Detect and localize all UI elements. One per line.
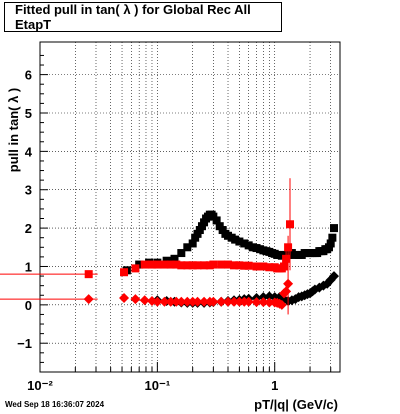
- x-axis-label: pT/|q| (GeV/c): [254, 397, 338, 412]
- data-point-square: [230, 261, 239, 270]
- data-point-diamond: [216, 296, 227, 307]
- data-point-diamond: [328, 271, 339, 282]
- data-point-diamond: [130, 294, 141, 305]
- data-point-diamond: [283, 278, 294, 289]
- data-point-diamond: [176, 296, 187, 307]
- data-point-square: [200, 261, 209, 270]
- data-point-square: [183, 261, 192, 270]
- data-point-square: [166, 260, 175, 269]
- data-point-diamond: [182, 296, 193, 307]
- data-point-square: [284, 243, 293, 252]
- data-point-diamond: [83, 294, 94, 305]
- data-point-square: [183, 243, 192, 252]
- data-point-square: [280, 262, 289, 271]
- x-tick-label: 1: [271, 378, 278, 393]
- data-point-square: [240, 261, 249, 270]
- data-point-diamond: [192, 296, 203, 307]
- data-point-diamond: [281, 286, 292, 297]
- data-point-square: [177, 249, 186, 258]
- data-point-square: [326, 239, 335, 248]
- data-point-diamond: [165, 296, 176, 307]
- x-tick-label: 10⁻¹: [145, 378, 171, 393]
- y-tick-label: 6: [25, 68, 32, 83]
- data-point-diamond: [243, 296, 254, 307]
- data-point-diamond: [258, 297, 269, 308]
- data-point-square: [328, 233, 337, 242]
- data-point-square: [217, 260, 226, 269]
- data-point-square: [259, 262, 268, 271]
- y-tick-label: 4: [25, 144, 33, 159]
- data-point-diamond: [264, 297, 275, 308]
- data-point-square: [170, 254, 179, 263]
- data-point-square: [282, 254, 291, 263]
- plot-frame: [39, 41, 341, 373]
- data-point-square: [209, 260, 218, 269]
- data-point-square: [235, 237, 244, 246]
- data-point-diamond: [139, 295, 150, 306]
- data-point-square: [235, 261, 244, 270]
- data-point-square: [188, 239, 197, 248]
- data-point-square: [153, 260, 162, 269]
- data-point-square: [84, 270, 93, 279]
- data-point-square: [193, 261, 202, 270]
- data-point-square: [120, 268, 129, 277]
- data-point-square: [172, 260, 181, 269]
- axis-ticks: 10⁻² 10⁻¹ 1 −1 0 1 2 3 4 5 6: [17, 54, 332, 393]
- data-point-square: [244, 241, 253, 250]
- data-point-diamond: [223, 296, 234, 307]
- x-tick-label: 10⁻²: [27, 378, 53, 393]
- data-point-square: [244, 261, 253, 270]
- data-point-diamond: [152, 296, 163, 307]
- data-point-square: [147, 260, 156, 269]
- timestamp-footer: Wed Sep 18 16:36:07 2024: [5, 400, 105, 409]
- y-axis-label: pull in tan( λ ): [6, 88, 21, 173]
- data-point-square: [131, 264, 140, 273]
- data-point-square: [212, 216, 221, 225]
- data-point-diamond: [251, 297, 262, 308]
- data-point-diamond: [229, 296, 240, 307]
- data-point-diamond: [171, 296, 182, 307]
- data-marks: [0, 178, 339, 315]
- y-tick-label: −1: [17, 336, 32, 351]
- data-point-diamond: [159, 296, 170, 307]
- data-point-diamond: [119, 292, 130, 303]
- data-point-square: [140, 260, 149, 269]
- chart-title: Fitted pull in tan( λ ) for Global Rec A…: [15, 2, 251, 32]
- y-tick-label: 2: [25, 221, 32, 236]
- data-point-square: [265, 263, 274, 272]
- data-point-square: [240, 239, 249, 248]
- y-tick-label: 3: [25, 183, 32, 198]
- data-point-diamond: [208, 296, 219, 307]
- data-point-square: [329, 224, 338, 233]
- data-point-square: [231, 235, 240, 244]
- y-tick-label: 5: [25, 106, 32, 121]
- data-point-square: [160, 260, 169, 269]
- data-point-diamond: [199, 296, 210, 307]
- data-point-square: [188, 261, 197, 270]
- y-tick-label: 0: [25, 298, 32, 313]
- series-3: [0, 253, 294, 315]
- y-tick-label: 1: [25, 259, 32, 274]
- data-point-square: [224, 260, 233, 269]
- data-point-square: [286, 220, 295, 229]
- data-point-square: [177, 261, 186, 270]
- data-point-diamond: [276, 299, 287, 310]
- chart-title-box: Fitted pull in tan( λ ) for Global Rec A…: [4, 2, 282, 32]
- data-point-square: [252, 262, 261, 271]
- grid-lines: [39, 42, 340, 372]
